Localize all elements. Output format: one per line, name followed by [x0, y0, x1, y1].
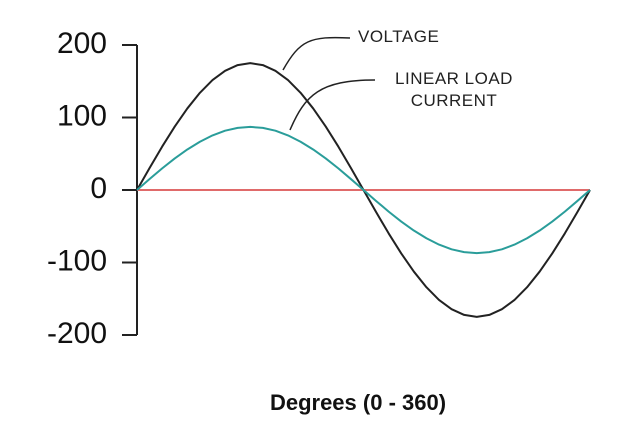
y-tick-label: 0	[90, 172, 107, 205]
y-tick-label: -200	[47, 317, 107, 350]
y-tick-label: -100	[47, 244, 107, 277]
current-label: LINEAR LOAD CURRENT	[395, 69, 513, 110]
y-tick-label: 100	[57, 99, 107, 132]
current-leader	[289, 79, 376, 131]
x-axis-label: Degrees (0 - 360)	[270, 390, 446, 415]
y-tick-label: 200	[57, 27, 107, 60]
series-line	[136, 125, 591, 255]
voltage-leader	[282, 36, 351, 71]
voltage-label: VOLTAGE	[358, 27, 440, 46]
